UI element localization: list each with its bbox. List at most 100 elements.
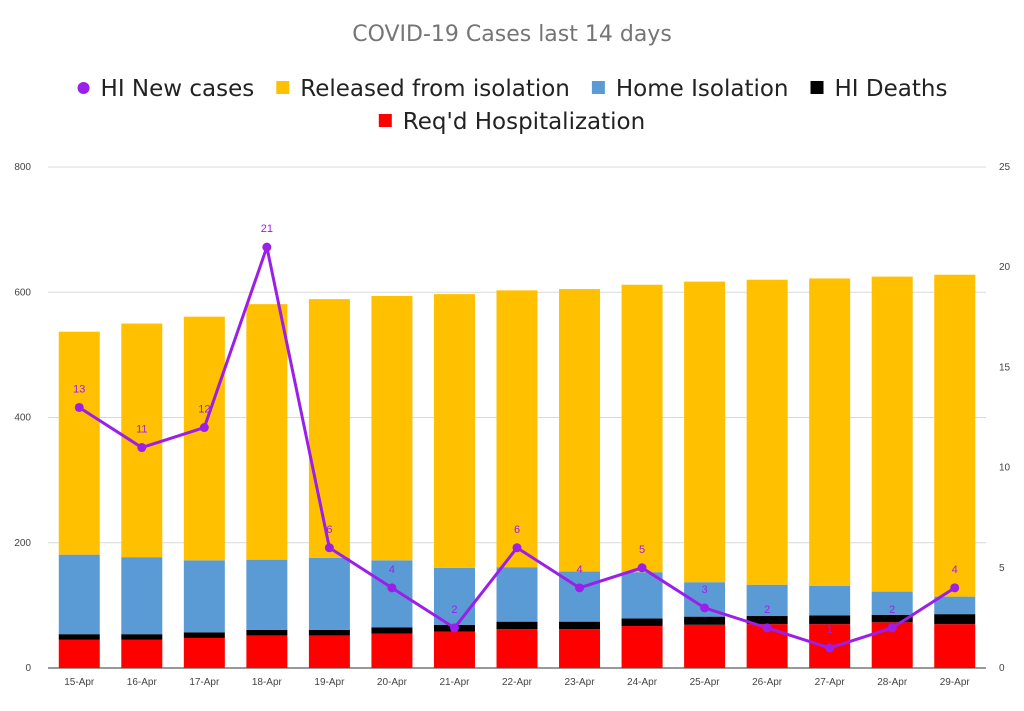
bar-deaths [183, 632, 225, 638]
bar-home [433, 567, 475, 625]
point-new_cases [700, 603, 710, 613]
bar-home [121, 557, 163, 635]
point-new_cases [825, 643, 835, 653]
y-right-tick-label: 20 [999, 262, 1011, 273]
bar-home [934, 596, 976, 615]
bar-released [183, 316, 225, 561]
point-new_cases [950, 583, 960, 593]
bar-hosp [559, 629, 601, 668]
bar-released [684, 281, 726, 583]
data-label-new_cases: 1 [827, 624, 833, 636]
bar-home [183, 560, 225, 633]
bar-deaths [496, 621, 538, 630]
y-right-tick-label: 0 [999, 663, 1005, 674]
bar-deaths [621, 618, 663, 627]
bar-hosp [496, 629, 538, 668]
point-new_cases [762, 623, 772, 633]
y-left-tick-label: 800 [14, 162, 31, 173]
bar-released [371, 296, 413, 561]
point-new_cases [575, 583, 585, 593]
y-left-tick-label: 200 [14, 538, 31, 549]
legend: HI New cases Released from isolation Home … [77, 76, 948, 135]
bar-home [58, 554, 100, 635]
data-label-new_cases: 3 [702, 584, 708, 596]
y-left-tick-label: 0 [25, 663, 31, 674]
chart-title: COVID-19 Cases last 14 days [352, 22, 672, 47]
bar-released [246, 304, 288, 560]
point-new_cases [637, 563, 647, 573]
bar-released [746, 279, 788, 585]
bar-hosp [183, 637, 225, 668]
legend-marker-hosp [378, 114, 392, 127]
bar-released [121, 323, 163, 558]
data-label-new_cases: 6 [514, 524, 520, 536]
x-tick-label: 29-Apr [940, 677, 971, 688]
point-new_cases [387, 583, 397, 593]
point-new_cases [887, 623, 897, 633]
legend-marker-new_cases [77, 82, 90, 94]
x-tick-label: 27-Apr [815, 677, 846, 688]
x-tick-label: 21-Apr [439, 677, 470, 688]
point-new_cases [74, 402, 84, 412]
bar-deaths [684, 616, 726, 625]
legend-label-hosp: Req'd Hospitalization [403, 109, 645, 135]
bar-hosp [308, 635, 350, 668]
bar-released [621, 284, 663, 573]
bar-hosp [934, 624, 976, 668]
bar-released [58, 331, 100, 555]
bar-home [496, 567, 538, 622]
point-new_cases [449, 623, 459, 633]
bar-deaths [559, 621, 601, 630]
data-label-new_cases: 2 [451, 604, 457, 616]
x-tick-label: 28-Apr [877, 677, 908, 688]
point-new_cases [137, 443, 147, 453]
legend-label-home: Home Isolation [616, 76, 789, 102]
bar-released [809, 278, 851, 586]
bar-deaths [934, 614, 976, 625]
legend-marker-deaths [810, 81, 824, 94]
x-tick-label: 17-Apr [189, 677, 220, 688]
bar-released [934, 274, 976, 597]
bar-hosp [684, 624, 726, 668]
data-label-new_cases: 4 [952, 564, 958, 576]
bar-deaths [371, 627, 413, 634]
bar-released [308, 299, 350, 558]
y-right-tick-label: 10 [999, 463, 1011, 474]
bar-home [871, 591, 913, 615]
legend-label-deaths: HI Deaths [835, 76, 948, 102]
bar-deaths [58, 634, 100, 640]
data-label-new_cases: 4 [576, 564, 582, 576]
x-tick-label: 24-Apr [627, 677, 658, 688]
y-left-tick-label: 600 [14, 287, 31, 298]
data-label-new_cases: 11 [136, 424, 147, 436]
bar-deaths [246, 629, 288, 636]
bar-deaths [809, 615, 851, 625]
bar-home [621, 572, 663, 619]
x-tick-label: 26-Apr [752, 677, 783, 688]
bar-hosp [58, 639, 100, 668]
data-label-new_cases: 4 [389, 564, 395, 576]
bar-released [496, 290, 538, 568]
point-new_cases [199, 423, 209, 433]
x-tick-label: 16-Apr [127, 677, 158, 688]
x-tick-label: 25-Apr [690, 677, 721, 688]
legend-marker-released [276, 81, 290, 94]
bar-home [809, 585, 851, 616]
bar-released [559, 289, 601, 572]
y-right-tick-label: 5 [999, 563, 1005, 574]
bar-hosp [433, 631, 475, 668]
x-tick-label: 18-Apr [252, 677, 283, 688]
bars [58, 274, 976, 668]
bar-deaths [308, 629, 350, 636]
point-new_cases [324, 543, 334, 553]
bar-hosp [121, 639, 163, 668]
data-label-new_cases: 2 [889, 604, 895, 616]
bar-hosp [621, 626, 663, 668]
x-tick-label: 23-Apr [565, 677, 596, 688]
y-right-tick-label: 15 [999, 362, 1011, 373]
y-left-tick-label: 400 [14, 413, 31, 424]
bar-hosp [246, 635, 288, 668]
data-label-new_cases: 2 [764, 604, 770, 616]
